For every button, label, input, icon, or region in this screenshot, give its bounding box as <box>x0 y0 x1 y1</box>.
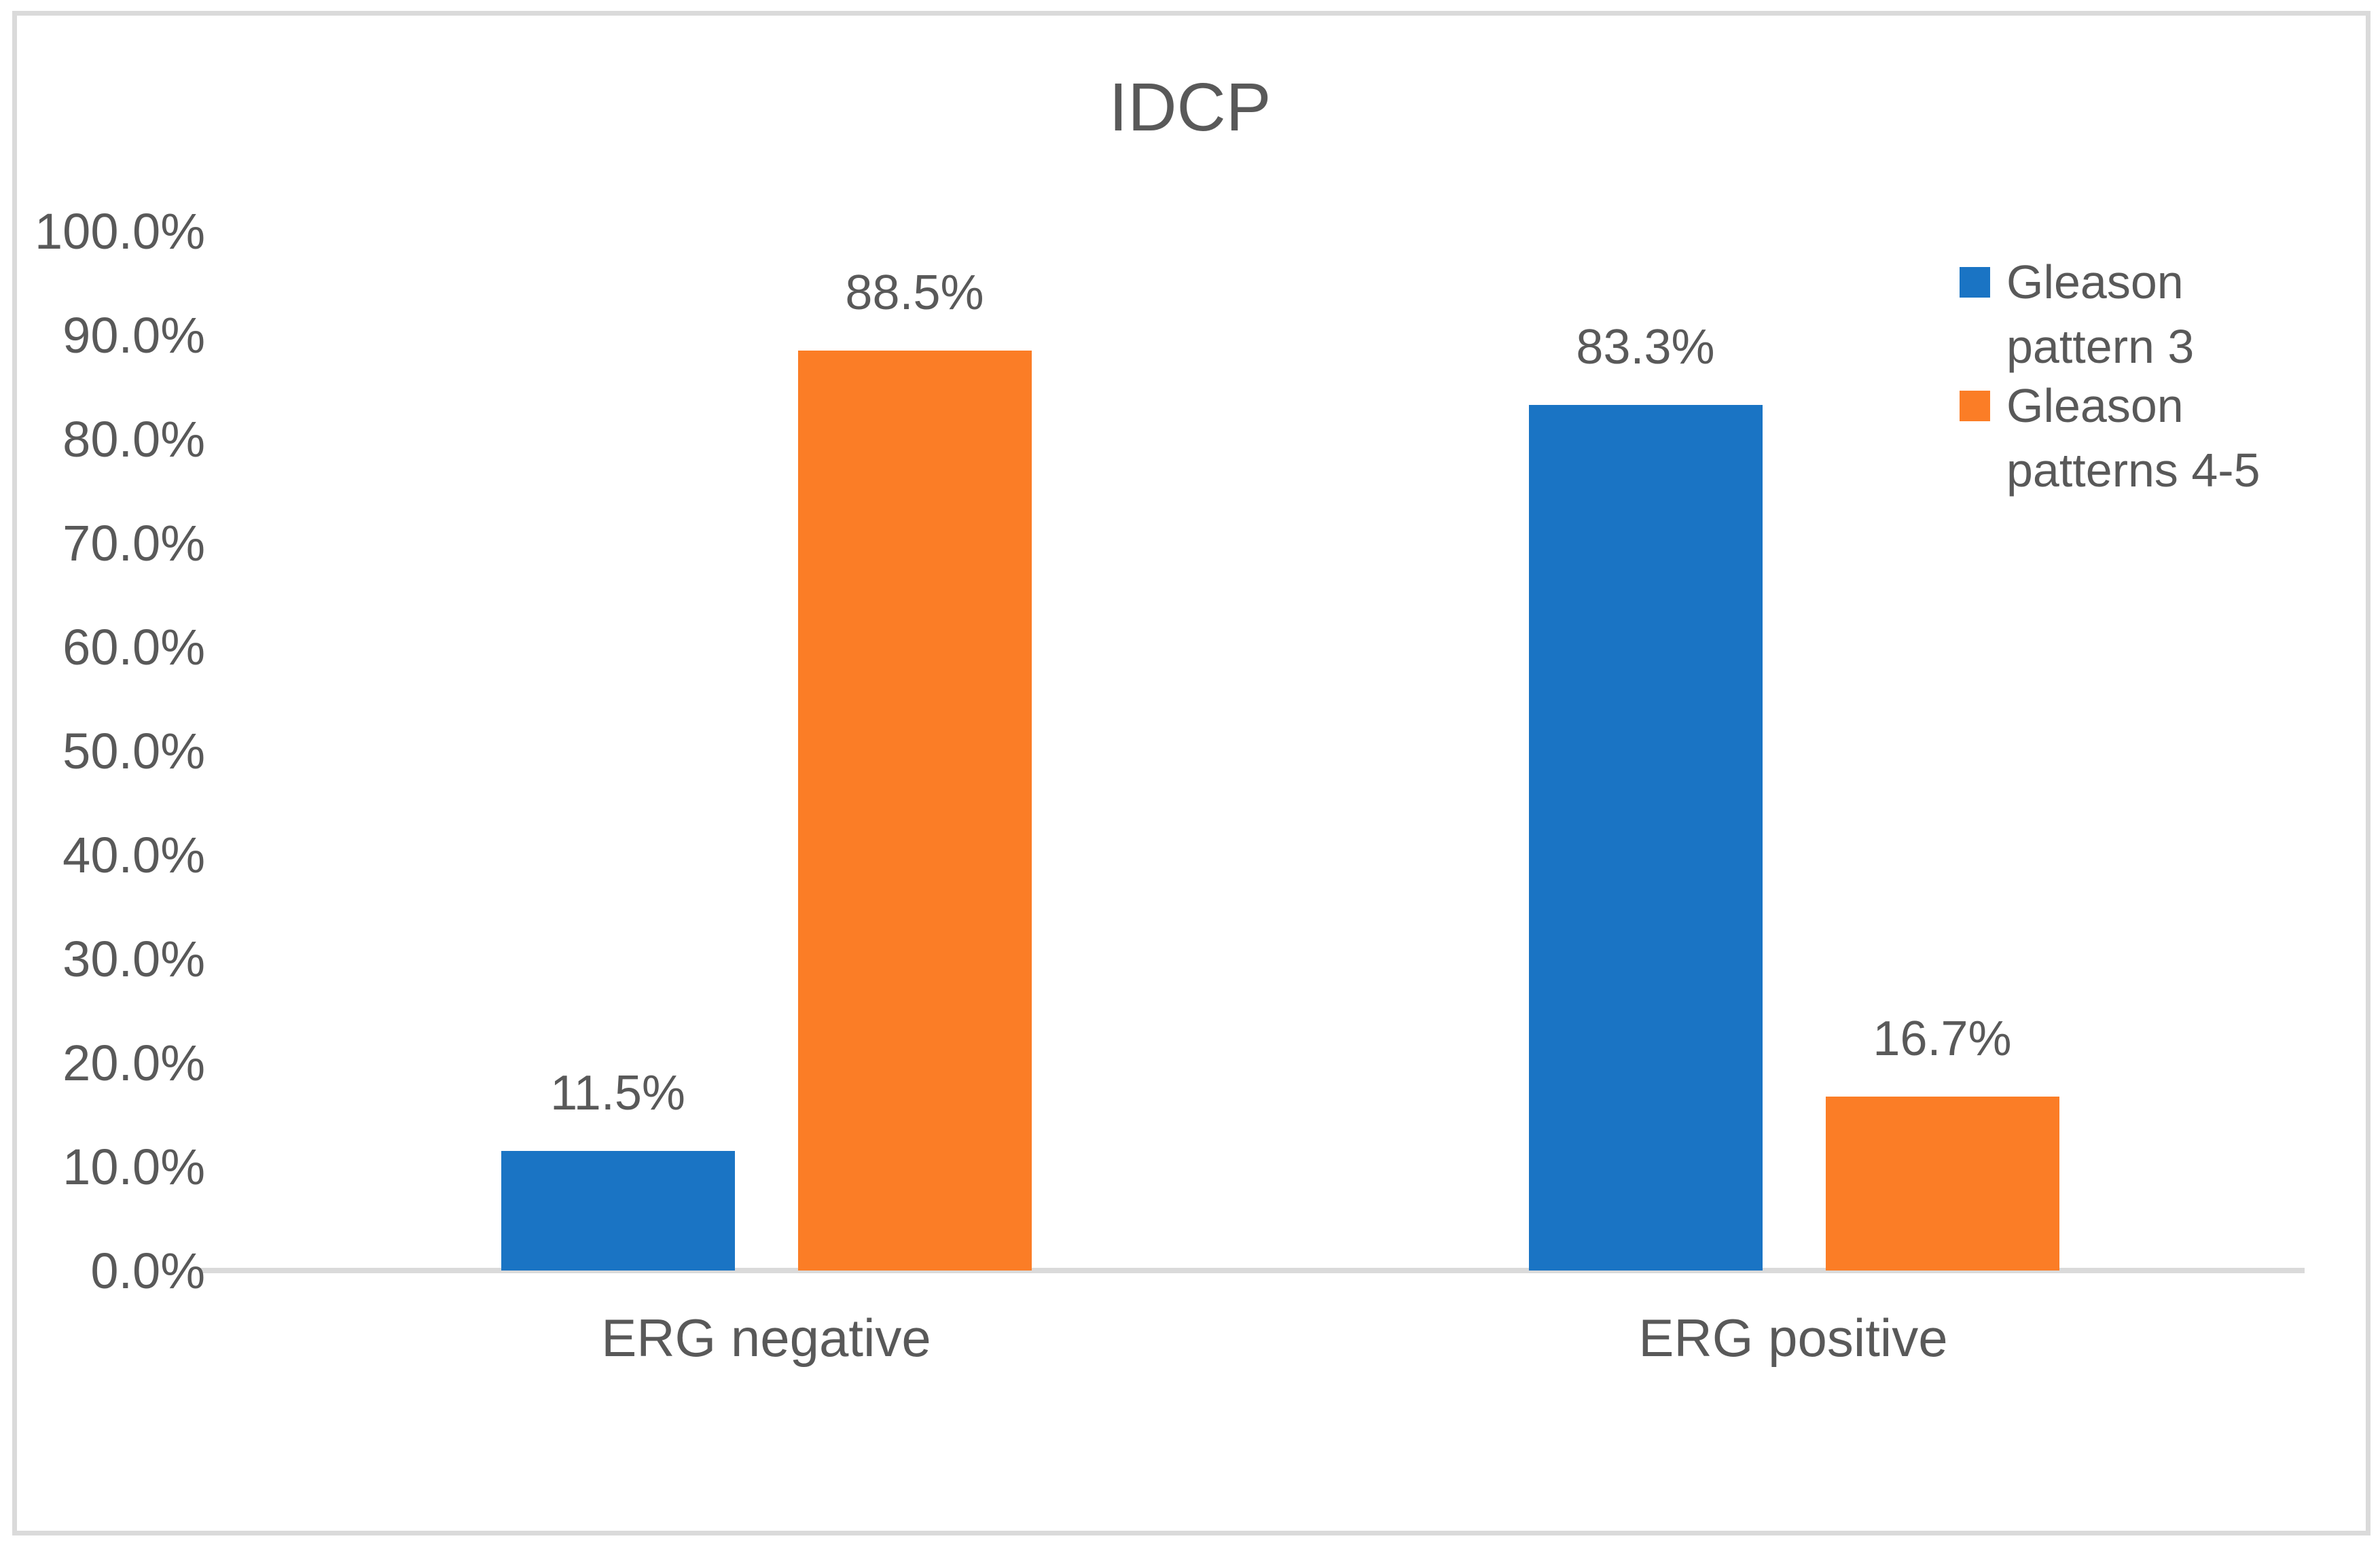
legend-label: Gleason patterns 4-5 <box>2006 379 2260 497</box>
x-axis-category-erg-negative: ERG negative <box>601 1308 931 1368</box>
data-label-gleason-patterns-4-5-erg-negative: 88.5% <box>845 266 984 320</box>
bar-gleason-pattern-3-erg-negative <box>501 1151 735 1271</box>
y-axis-tick-label: 40.0% <box>62 826 205 883</box>
x-axis-category-erg-positive: ERG positive <box>1638 1308 1948 1368</box>
bar-gleason-patterns-4-5-erg-negative <box>797 351 1032 1271</box>
y-axis-tick-label: 70.0% <box>62 514 205 571</box>
legend: Gleason pattern 3 Gleason patterns 4-5 <box>1960 250 2340 503</box>
bar-gleason-pattern-3-erg-positive <box>1528 405 1763 1271</box>
y-axis-tick-label: 90.0% <box>62 306 205 363</box>
legend-entry-gleason-pattern-3: Gleason pattern 3 <box>1960 250 2340 379</box>
bar-gleason-patterns-4-5-erg-positive <box>1825 1097 2059 1271</box>
legend-swatch-blue <box>1960 267 1990 298</box>
legend-swatch-orange <box>1960 391 1990 421</box>
chart-title: IDCP <box>1108 69 1272 145</box>
y-axis-tick-label: 30.0% <box>62 930 205 987</box>
legend-entry-gleason-patterns-4-5: Gleason patterns 4-5 <box>1960 374 2340 503</box>
data-label-gleason-pattern-3-erg-positive: 83.3% <box>1576 320 1715 374</box>
y-axis-tick-label: 60.0% <box>62 618 205 675</box>
y-axis-tick-label: 80.0% <box>62 410 205 467</box>
legend-label: Gleason pattern 3 <box>2006 255 2195 373</box>
y-axis-tick-label: 100.0% <box>35 202 205 260</box>
data-label-gleason-patterns-4-5-erg-positive: 16.7% <box>1873 1012 2012 1066</box>
y-axis-tick-label: 10.0% <box>62 1138 205 1195</box>
y-axis-tick-label: 50.0% <box>62 722 205 779</box>
y-axis-tick-label: 0.0% <box>90 1242 205 1299</box>
y-axis-tick-label: 20.0% <box>62 1034 205 1091</box>
x-axis-line <box>200 1268 2305 1273</box>
data-label-gleason-pattern-3-erg-negative: 11.5% <box>550 1066 685 1120</box>
